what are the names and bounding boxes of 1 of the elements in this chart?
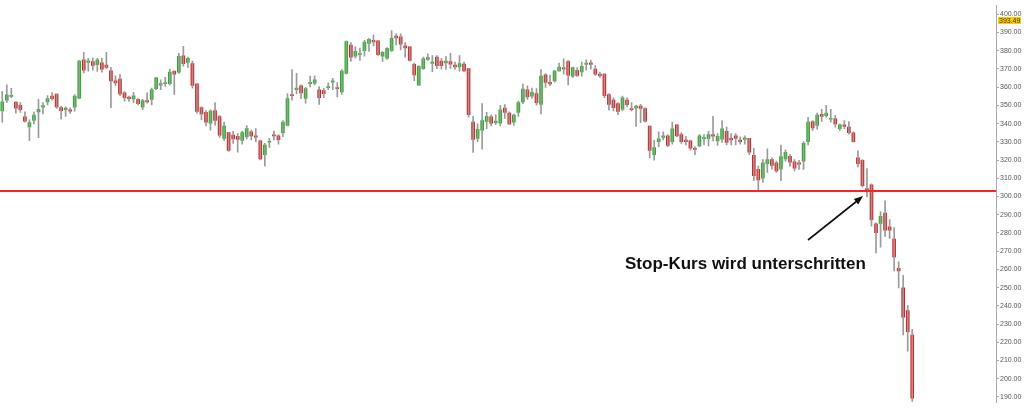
annotation: Stop-Kurs wird unterschritten bbox=[625, 254, 866, 273]
